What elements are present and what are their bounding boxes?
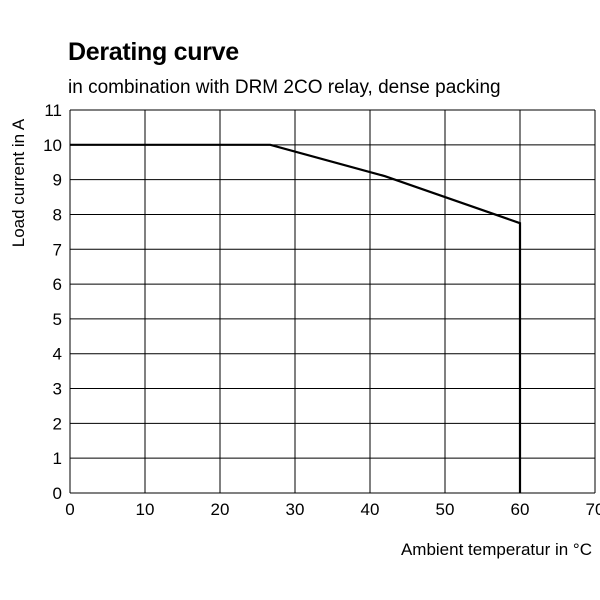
x-tick-label: 50 [436,500,455,519]
y-tick-label: 1 [53,449,62,468]
grid-lines [69,109,596,494]
x-tick-label: 30 [286,500,305,519]
y-tick-labels: 0 1 2 3 4 5 6 7 8 9 10 11 [43,101,62,503]
y-tick-label: 8 [53,205,62,224]
y-tick-label: 9 [53,171,62,190]
x-tick-labels: 0 10 20 30 40 50 60 70 [65,500,600,519]
x-tick-label: 20 [211,500,230,519]
x-tick-label: 0 [65,500,74,519]
y-tick-label: 5 [53,310,62,329]
derating-curve-line [70,143,522,493]
y-tick-label: 3 [53,380,62,399]
chart-subtitle: in combination with DRM 2CO relay, dense… [68,77,501,98]
y-tick-label: 11 [44,101,62,120]
y-tick-label: 4 [53,345,62,364]
y-tick-label: 2 [53,414,62,433]
x-tick-label: 40 [361,500,380,519]
y-tick-label: 7 [53,240,62,259]
chart-title: Derating curve [68,38,239,66]
x-tick-label: 60 [511,500,530,519]
y-tick-label: 10 [43,136,62,155]
x-axis-label: Ambient temperatur in °C [401,540,592,559]
series-group [70,143,522,493]
y-axis-label: Load current in A [9,118,28,247]
x-tick-label: 70 [586,500,600,519]
y-tick-label: 6 [53,275,62,294]
x-tick-label: 10 [136,500,155,519]
y-tick-label: 0 [53,484,62,503]
